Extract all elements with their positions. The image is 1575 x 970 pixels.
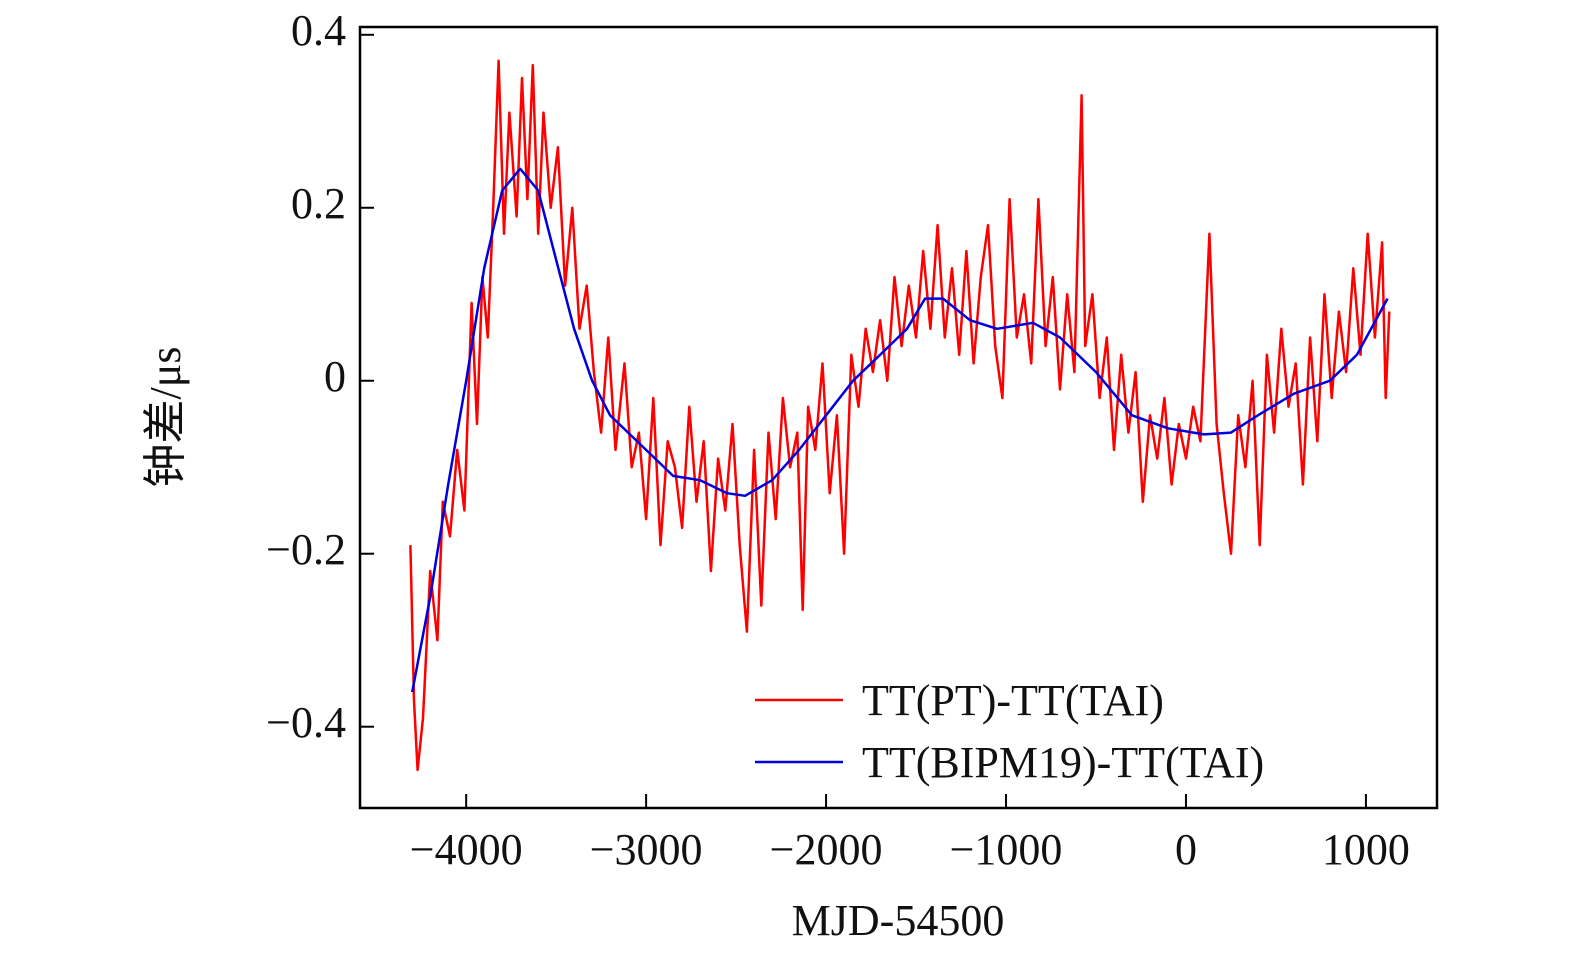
y-tick-label: −0.2	[266, 525, 346, 574]
y-tick-label: −0.4	[266, 698, 346, 747]
legend-label: TT(BIPM19)-TT(TAI)	[862, 738, 1264, 787]
y-tick-label: 0	[324, 352, 346, 401]
series-line	[409, 59, 1391, 772]
x-tick-label: 0	[1175, 825, 1197, 874]
x-tick-label: −4000	[410, 825, 523, 874]
series-line	[410, 167, 1389, 693]
y-axis-label: 钟差/μs	[141, 347, 190, 488]
x-tick-label: 1000	[1322, 825, 1410, 874]
x-tick-label: −1000	[950, 825, 1063, 874]
x-tick-label: −3000	[590, 825, 703, 874]
x-axis-label: MJD-54500	[792, 896, 1005, 945]
y-tick-label: 0.4	[291, 6, 346, 55]
y-tick-label: 0.2	[291, 179, 346, 228]
x-tick-label: −2000	[770, 825, 883, 874]
legend-label: TT(PT)-TT(TAI)	[862, 676, 1164, 725]
plot-frame	[358, 25, 1439, 810]
